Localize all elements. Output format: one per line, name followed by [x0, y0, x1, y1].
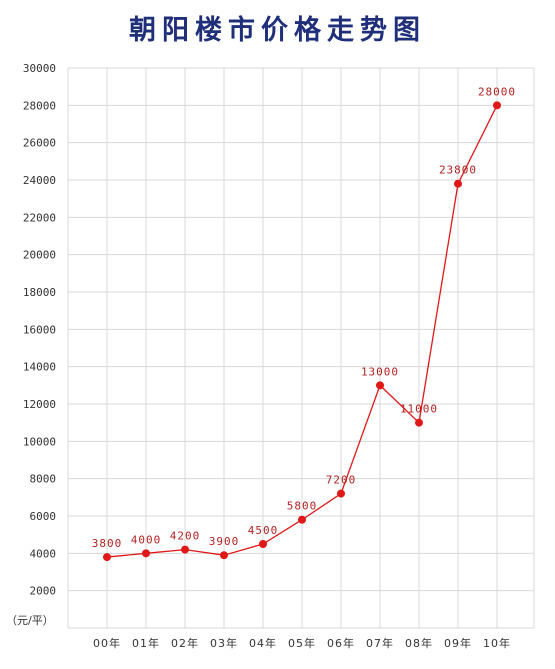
- data-label: 28000: [478, 85, 516, 98]
- x-tick-label: 04年: [249, 636, 277, 650]
- y-tick-label: 24000: [23, 174, 56, 187]
- data-label-group: 3800 4000 4200 3900 4500 5800 7200 13000 11000 23…: [92, 85, 516, 550]
- y-tick-label: 30000: [23, 62, 56, 75]
- data-point: [337, 489, 345, 498]
- data-point: [454, 179, 462, 188]
- y-tick-label: 28000: [23, 99, 56, 112]
- y-tick-label: 10000: [23, 435, 56, 448]
- data-point: [142, 549, 150, 558]
- data-point: [415, 418, 423, 427]
- x-tick-label: 05年: [288, 636, 316, 650]
- y-tick-label: 20000: [23, 249, 56, 262]
- data-label: 11000: [400, 403, 438, 416]
- data-point: [259, 540, 267, 548]
- data-point: [376, 381, 384, 390]
- x-tick-label: 10年: [483, 636, 511, 650]
- data-point: [103, 553, 111, 562]
- data-label: 5800: [287, 500, 318, 513]
- y-tick-label: 18000: [23, 286, 56, 299]
- data-point: [493, 101, 501, 110]
- data-label: 23800: [439, 164, 477, 177]
- y-axis-tick-labels: 2000 4000 6000 8000 10000 12000 14000 16000 1800…: [23, 62, 56, 598]
- y-tick-label: 4000: [30, 547, 57, 560]
- data-label: 7200: [326, 474, 357, 487]
- y-tick-label: 16000: [23, 323, 56, 336]
- series-line-group: [103, 101, 501, 562]
- x-tick-label: 01年: [132, 636, 160, 650]
- y-tick-label: 12000: [23, 398, 56, 411]
- x-tick-label: 07年: [366, 636, 394, 650]
- data-label: 13000: [361, 365, 399, 378]
- y-axis-unit-label: （元/平）: [6, 614, 54, 627]
- x-tick-label: 02年: [171, 636, 199, 650]
- y-tick-label: 22000: [23, 211, 56, 224]
- x-tick-label: 00年: [93, 636, 121, 650]
- y-tick-label: 8000: [30, 473, 57, 486]
- data-label: 4200: [170, 530, 201, 543]
- x-tick-label: 08年: [405, 636, 433, 650]
- y-tick-label: 14000: [23, 361, 56, 374]
- data-label: 4000: [131, 533, 162, 546]
- x-tick-label: 09年: [444, 636, 472, 650]
- data-label: 3900: [209, 535, 240, 548]
- x-axis-tick-labels: 00年 01年 02年 03年 04年 05年 06年 07年 08年 09年 10年: [93, 636, 511, 650]
- y-tick-label: 2000: [30, 585, 57, 598]
- x-tick-label: 03年: [210, 636, 238, 650]
- data-label: 4500: [248, 524, 279, 537]
- gridlines: [67, 67, 535, 629]
- data-label: 3800: [92, 537, 123, 550]
- x-tick-label: 06年: [327, 636, 355, 650]
- chart-title: 朝阳楼市价格走势图: [129, 15, 426, 46]
- y-tick-label: 26000: [23, 137, 56, 150]
- data-point: [298, 515, 306, 524]
- data-point: [181, 545, 189, 554]
- data-point: [220, 551, 228, 560]
- y-tick-label: 6000: [30, 510, 57, 523]
